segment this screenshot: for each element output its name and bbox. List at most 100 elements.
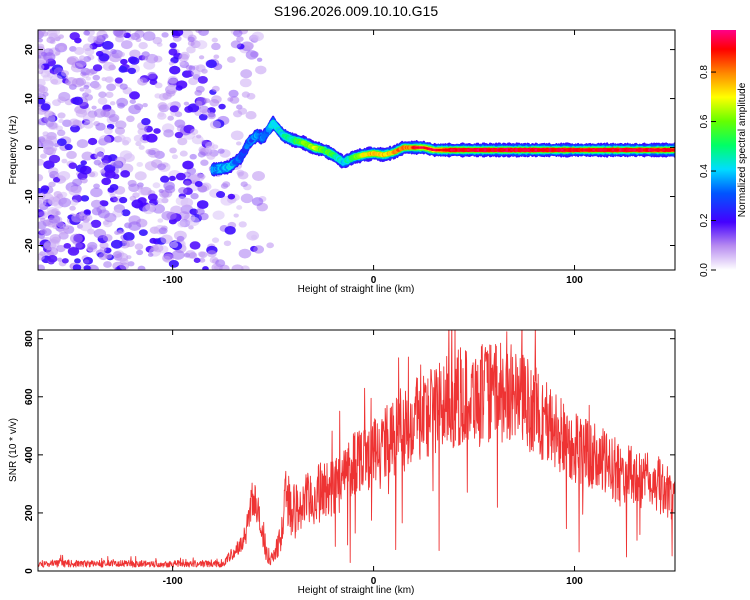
noise-blob [38,69,44,75]
colorbar-label: Normalized spectral amplitude [737,82,748,217]
noise-blob [171,249,185,260]
noise-blob [147,193,158,202]
noise-blob [233,213,239,218]
noise-blob [98,91,107,98]
colorbar-tick-label: 0.2 [699,213,710,227]
noise-blob [195,40,208,50]
noise-blob [197,151,206,158]
noise-blob [167,75,178,84]
noise-blob [232,265,242,270]
noise-blob [197,76,208,84]
noise-blob [212,210,225,220]
noise-blob [38,38,43,43]
noise-blob [198,257,206,263]
y-tick-label: 20 [24,44,35,56]
noise-blob [236,169,245,176]
noise-blob [56,193,64,199]
noise-blob [209,98,220,107]
noise-blob [211,42,221,51]
noise-blob [82,113,96,123]
noise-blob [195,100,203,107]
noise-blob [99,246,107,253]
noise-blob [48,154,61,164]
noise-blob [61,70,70,77]
noise-blob [116,134,126,143]
noise-blob [123,232,135,241]
noise-blob [118,51,126,57]
noise-blob [57,96,66,103]
noise-blob [134,103,144,111]
noise-blob [141,118,151,126]
noise-blob [224,226,236,235]
noise-blob [175,196,189,206]
noise-blob [63,242,72,249]
spectrogram-ylabel: Frequency (Hz) [8,116,19,185]
noise-blob [109,101,116,106]
noise-blob [166,211,177,220]
noise-blob [42,131,49,137]
noise-blob [168,259,179,268]
noise-blob [171,154,179,160]
noise-blob [58,118,64,124]
ridge-peak [671,148,675,152]
noise-blob [241,91,250,98]
noise-blob [239,78,252,88]
noise-blob [129,99,136,105]
noise-blob [164,185,176,194]
noise-blob [81,151,94,161]
noise-blob [172,30,184,37]
noise-blob [40,51,47,57]
noise-blob [110,162,117,167]
noise-blob [127,67,137,75]
noise-blob [137,78,144,84]
noise-blob [147,252,154,257]
noise-blob [110,48,117,55]
noise-blob [230,130,244,141]
noise-blob [162,253,174,263]
noise-blob [152,182,161,189]
y-tick-label: 400 [24,446,35,463]
noise-blob [158,227,168,235]
noise-blob [183,252,191,258]
noise-blob [196,134,202,139]
noise-blob [98,252,109,261]
noise-blob [53,35,61,41]
noise-blob [94,151,105,160]
noise-blob [177,137,188,146]
noise-blob [163,129,174,138]
noise-blob [141,134,150,141]
noise-blob [120,58,128,65]
noise-blob [73,46,85,55]
noise-blob [157,102,168,110]
noise-blob [51,147,58,152]
noise-blob [119,262,130,270]
noise-blob [160,175,170,183]
noise-blob [56,138,67,146]
noise-blob [157,218,164,223]
noise-blob [197,185,208,193]
noise-blob [220,183,229,189]
noise-blob [98,53,110,62]
noise-blob [57,170,71,181]
noise-blob [195,64,206,72]
noise-blob [47,111,53,117]
noise-blob [168,61,175,66]
noise-blob [38,253,45,261]
noise-blob [109,183,119,191]
noise-blob [68,118,80,127]
noise-blob [169,175,176,181]
noise-blob [108,52,122,63]
noise-blob [102,61,115,71]
x-tick-label: 0 [371,275,377,286]
noise-blob [201,108,211,116]
noise-blob [93,108,106,118]
colorbar-gradient [711,30,736,270]
noise-blob [83,265,91,270]
noise-blob [38,192,46,200]
noise-blob [236,141,242,146]
snr-frame [37,329,676,572]
noise-blob [240,265,250,270]
noise-blob [244,41,255,50]
noise-blob [169,42,177,49]
